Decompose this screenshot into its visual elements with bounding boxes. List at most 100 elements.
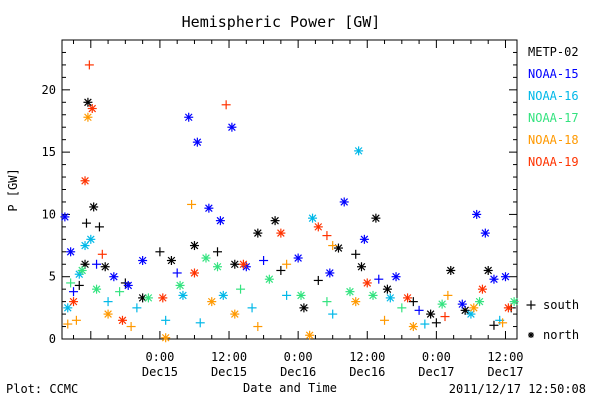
- data-point-south: [498, 318, 508, 328]
- y-axis: 0 5 10 15 20: [42, 39, 517, 346]
- data-point-north: [201, 253, 211, 263]
- data-point-south: [397, 303, 407, 313]
- data-point-south: [103, 297, 113, 307]
- data-points: [60, 60, 519, 343]
- data-point-south: [408, 297, 418, 307]
- data-point-south: [276, 265, 286, 275]
- data-point-north: [178, 290, 188, 300]
- data-point-north: [403, 293, 413, 303]
- data-point-north: [391, 272, 401, 282]
- data-point-north: [437, 299, 447, 309]
- data-point-south: [155, 247, 165, 257]
- data-point-north: [509, 297, 519, 307]
- data-point-north: [213, 262, 223, 272]
- data-point-north: [66, 247, 76, 257]
- y-tick-label: 0: [49, 332, 56, 346]
- data-point-south: [282, 259, 292, 269]
- data-point-south: [132, 303, 142, 313]
- data-point-north: [385, 293, 395, 303]
- data-point-north: [87, 104, 97, 114]
- data-point-north: [483, 265, 493, 275]
- data-point-north: [117, 315, 127, 325]
- data-point-south: [84, 60, 94, 70]
- data-point-north: [446, 265, 456, 275]
- data-point-north: [218, 290, 228, 300]
- data-point-north: [382, 284, 392, 294]
- data-point-north: [368, 290, 378, 300]
- data-point-north: [457, 299, 467, 309]
- data-point-north: [230, 259, 240, 269]
- plot-timestamp: 2011/12/17 12:50:08: [448, 382, 586, 396]
- data-point-north: [189, 241, 199, 251]
- data-point-north: [63, 303, 73, 313]
- data-point-north: [426, 309, 436, 319]
- legend-item: NOAA-18: [528, 133, 579, 147]
- data-point-south: [172, 268, 182, 278]
- data-point-south: [63, 319, 73, 329]
- data-point-north: [230, 309, 240, 319]
- data-point-north: [215, 216, 225, 226]
- data-point-south: [489, 320, 499, 330]
- data-point-south: [161, 315, 171, 325]
- y-tick-label: 10: [42, 207, 56, 221]
- data-point-south: [69, 287, 79, 297]
- x-tick-label-time: 0:00: [145, 350, 174, 364]
- y-tick-label: 20: [42, 83, 56, 97]
- x-tick-label-date: Dec16: [280, 365, 316, 379]
- data-point-north: [175, 280, 185, 290]
- data-point-north: [472, 209, 482, 219]
- data-point-north: [60, 212, 70, 222]
- y-tick-label: 15: [42, 145, 56, 159]
- data-point-south: [282, 290, 292, 300]
- data-point-north: [299, 303, 309, 313]
- data-point-north: [166, 256, 176, 266]
- data-point-north: [296, 290, 306, 300]
- data-point-south: [322, 231, 332, 241]
- data-point-north: [253, 228, 263, 238]
- legend-item: NOAA-17: [528, 111, 579, 125]
- data-point-north: [477, 284, 487, 294]
- data-point-north: [184, 112, 194, 122]
- data-point-north: [103, 309, 113, 319]
- symbol-legend-label: south: [543, 298, 579, 312]
- data-point-south: [81, 218, 91, 228]
- data-point-north: [313, 222, 323, 232]
- data-point-north: [92, 284, 102, 294]
- x-tick-label-date: Dec17: [418, 365, 454, 379]
- data-point-north: [158, 293, 168, 303]
- data-point-south: [213, 247, 223, 257]
- data-point-north: [204, 203, 214, 213]
- data-point-south: [195, 318, 205, 328]
- data-point-north: [69, 297, 79, 307]
- data-point-north: [475, 297, 485, 307]
- symbol-legend-label: north: [543, 328, 579, 342]
- data-point-north: [500, 272, 510, 282]
- data-point-north: [362, 278, 372, 288]
- x-axis: 0:00Dec1512:00Dec150:00Dec1612:00Dec160:…: [73, 40, 524, 379]
- x-tick-label-date: Dec17: [487, 365, 523, 379]
- x-tick-label-time: 0:00: [284, 350, 313, 364]
- legend-item: NOAA-16: [528, 89, 579, 103]
- data-point-north: [80, 176, 90, 186]
- data-point-north: [460, 305, 470, 315]
- legend-item: NOAA-19: [528, 155, 579, 169]
- data-point-south: [374, 274, 384, 284]
- data-point-south: [351, 249, 361, 259]
- data-point-north: [333, 243, 343, 253]
- data-point-north: [359, 234, 369, 244]
- data-point-south: [420, 319, 430, 329]
- legend-item: NOAA-15: [528, 67, 579, 81]
- data-point-south: [380, 315, 390, 325]
- data-point-north: [356, 262, 366, 272]
- data-point-south: [126, 322, 136, 332]
- y-tick-label: 5: [49, 270, 56, 284]
- data-point-north: [89, 202, 99, 212]
- data-point-north: [351, 297, 361, 307]
- data-point-north: [123, 280, 133, 290]
- plot-credit: Plot: CCMC: [6, 382, 79, 396]
- data-point-south: [97, 249, 107, 259]
- data-point-south: [221, 100, 231, 110]
- data-point-north: [83, 112, 93, 122]
- data-point-north: [276, 228, 286, 238]
- x-tick-label-date: Dec15: [142, 365, 178, 379]
